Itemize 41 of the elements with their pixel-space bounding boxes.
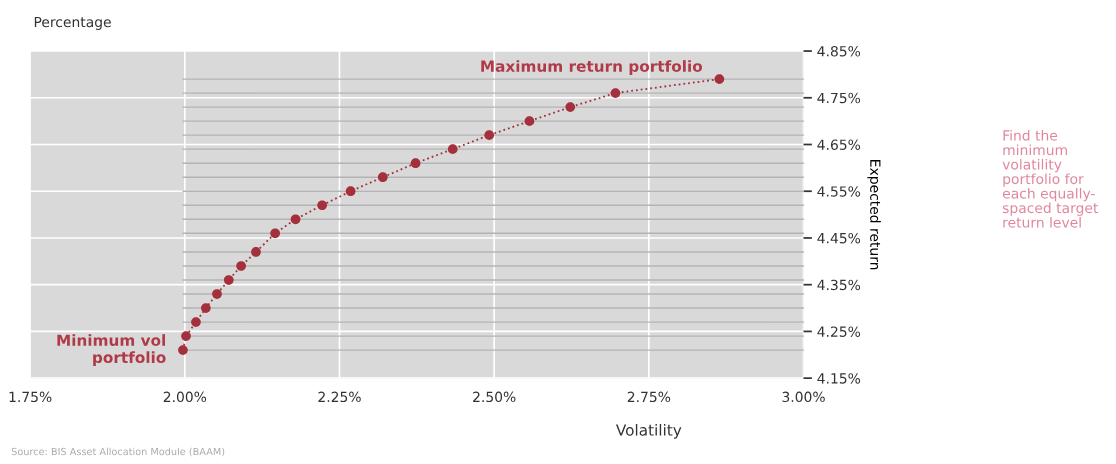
point <box>212 289 222 299</box>
chart-title: Percentage <box>34 16 111 30</box>
point <box>270 228 280 239</box>
annotation: Maximum return portfolio <box>481 60 703 75</box>
y-tick-label: 4.55% <box>817 186 861 197</box>
point <box>236 261 246 271</box>
point <box>178 345 188 355</box>
y-axis-title: Expected return <box>867 160 881 270</box>
point <box>181 331 191 341</box>
x-axis-title: Volatility <box>615 423 682 439</box>
point <box>317 200 328 211</box>
y-tick-label: 4.25% <box>817 326 861 337</box>
x-tick-label: 3.00% <box>782 391 825 403</box>
x-tick-label: 2.50% <box>473 391 516 403</box>
y-tick-label: 4.65% <box>817 139 861 150</box>
x-tick-label: 2.25% <box>318 391 361 403</box>
point <box>200 303 211 313</box>
point <box>610 88 621 98</box>
y-tick-label: 4.75% <box>817 92 861 104</box>
x-tick-label: 2.75% <box>627 391 671 403</box>
y-tick-label: 4.85% <box>817 46 861 57</box>
point <box>524 116 535 126</box>
point <box>223 275 234 285</box>
point <box>410 158 421 169</box>
y-tick-label: 4.45% <box>817 232 861 244</box>
x-tick-label: 1.75% <box>9 391 52 403</box>
point <box>447 144 458 155</box>
point <box>377 172 388 183</box>
x-tick-label: 2.00% <box>163 391 207 403</box>
point <box>484 130 495 141</box>
y-tick-label: 4.35% <box>817 279 861 291</box>
annotation: Minimum vol portfolio <box>57 334 166 367</box>
text: Find the minimum volatility portfolio for each equally- spaced target return level <box>1002 129 1099 228</box>
source-note: Source: BIS Asset Allocation Module (BAAM) <box>11 447 225 457</box>
point <box>251 247 261 257</box>
point <box>714 74 725 84</box>
point <box>191 317 201 327</box>
point <box>290 214 301 225</box>
point <box>345 186 356 197</box>
point <box>565 102 576 112</box>
y-tick-label: 4.15% <box>817 373 861 384</box>
